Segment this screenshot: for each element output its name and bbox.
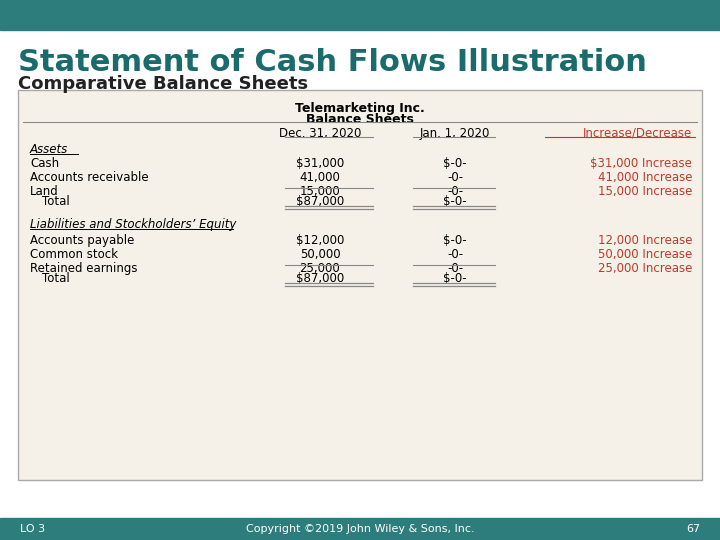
Text: 12,000 Increase: 12,000 Increase [598, 234, 692, 247]
Text: Total: Total [42, 272, 70, 285]
Text: Common stock: Common stock [30, 248, 118, 261]
Text: 25,000 Increase: 25,000 Increase [598, 262, 692, 275]
Text: Jan. 1, 2020: Jan. 1, 2020 [420, 127, 490, 140]
Bar [0, 518, 720, 540]
Text: $-0-: $-0- [444, 157, 467, 170]
Text: Increase/Decrease: Increase/Decrease [582, 127, 692, 140]
Text: Balance Sheets: Balance Sheets [306, 113, 414, 126]
Text: 41,000: 41,000 [300, 171, 341, 184]
Text: -0-: -0- [447, 248, 463, 261]
Text: Statement of Cash Flows Illustration: Statement of Cash Flows Illustration [18, 48, 647, 77]
Bar [0, 0, 720, 30]
Text: 41,000 Increase: 41,000 Increase [598, 171, 692, 184]
Text: 25,000: 25,000 [300, 262, 341, 275]
Text: Land: Land [30, 185, 59, 198]
Text: 50,000 Increase: 50,000 Increase [598, 248, 692, 261]
Text: $31,000 Increase: $31,000 Increase [590, 157, 692, 170]
Text: -0-: -0- [447, 185, 463, 198]
Text: Total: Total [42, 195, 70, 208]
Text: Assets: Assets [30, 143, 68, 156]
Text: $12,000: $12,000 [296, 234, 344, 247]
Text: -0-: -0- [447, 171, 463, 184]
Text: Accounts payable: Accounts payable [30, 234, 135, 247]
Text: $-0-: $-0- [444, 272, 467, 285]
FancyBboxPatch shape [18, 90, 702, 480]
Text: Dec. 31, 2020: Dec. 31, 2020 [279, 127, 361, 140]
Text: $31,000: $31,000 [296, 157, 344, 170]
Text: 67: 67 [686, 524, 700, 534]
Text: Liabilities and Stockholders’ Equity: Liabilities and Stockholders’ Equity [30, 218, 236, 231]
Text: $87,000: $87,000 [296, 272, 344, 285]
Text: 50,000: 50,000 [300, 248, 341, 261]
Text: Telemarketing Inc.: Telemarketing Inc. [295, 102, 425, 115]
Text: 15,000 Increase: 15,000 Increase [598, 185, 692, 198]
Text: 15,000: 15,000 [300, 185, 341, 198]
Text: -0-: -0- [447, 262, 463, 275]
Text: Retained earnings: Retained earnings [30, 262, 138, 275]
Text: $-0-: $-0- [444, 234, 467, 247]
Text: Accounts receivable: Accounts receivable [30, 171, 148, 184]
Text: Cash: Cash [30, 157, 59, 170]
Text: Comparative Balance Sheets: Comparative Balance Sheets [18, 75, 308, 93]
Text: $87,000: $87,000 [296, 195, 344, 208]
Text: $-0-: $-0- [444, 195, 467, 208]
Text: Copyright ©2019 John Wiley & Sons, Inc.: Copyright ©2019 John Wiley & Sons, Inc. [246, 524, 474, 534]
Text: LO 3: LO 3 [20, 524, 45, 534]
